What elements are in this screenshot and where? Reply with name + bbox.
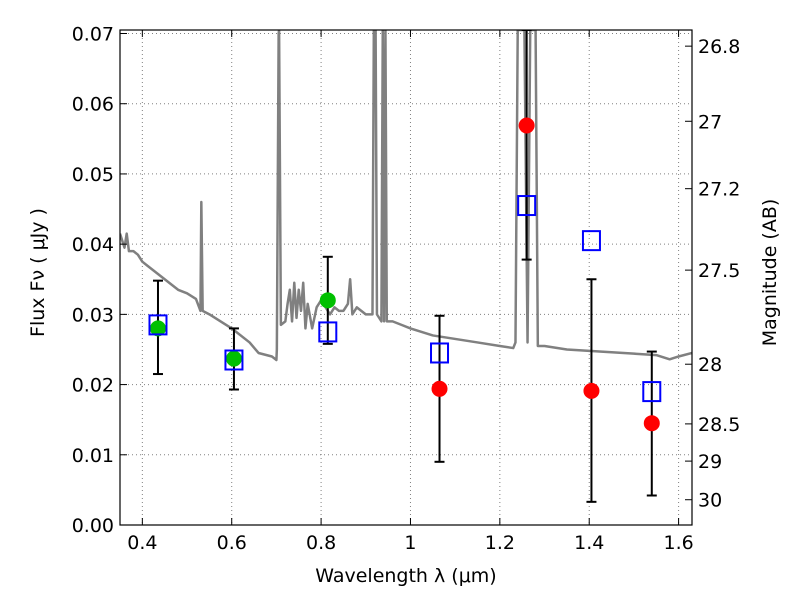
data-point (518, 117, 535, 134)
model-square (318, 321, 338, 343)
right-tick-label: 27 (698, 111, 722, 133)
axis-ticks: 0.4 0.6 0.8 1 1.2 1.4 1.6 0.00 0.01 0.02 0.03 0.04 0… (72, 24, 741, 554)
y-tick-label: 0.02 (72, 375, 114, 397)
y-tick-label: 0.05 (72, 164, 114, 186)
right-tick-label: 30 (698, 490, 722, 512)
plot-area (120, 30, 692, 503)
y-axis-label: Flux Fν ( μJy ) (27, 208, 49, 337)
model-square (642, 381, 662, 403)
x-tick-label: 1.6 (663, 532, 693, 554)
data-point (225, 350, 242, 367)
y-tick-label: 0.00 (72, 515, 114, 537)
right-axis-label: Magnitude (AB) (759, 199, 781, 347)
x-tick-label: 0.6 (217, 532, 247, 554)
data-point (319, 292, 336, 309)
right-tick-label: 26.8 (698, 36, 740, 58)
y-tick-label: 0.03 (72, 304, 114, 326)
model-square (581, 230, 601, 252)
x-tick-label: 1.4 (574, 532, 604, 554)
x-tick-label: 0.8 (306, 532, 336, 554)
data-point (431, 380, 448, 397)
x-tick-label: 1.2 (485, 532, 515, 554)
right-tick-label: 28 (698, 354, 722, 376)
right-tick-label: 29 (698, 451, 722, 473)
grid-lines (120, 30, 692, 526)
plot-frame (119, 29, 693, 526)
y-tick-label: 0.01 (72, 445, 114, 467)
spectrum-line (120, 30, 692, 362)
y-tick-label: 0.06 (72, 94, 114, 116)
right-tick-label: 27.5 (698, 260, 740, 282)
data-point (643, 415, 660, 432)
x-axis-label: Wavelength λ (μm) (315, 565, 496, 587)
model-square (224, 349, 244, 371)
data-point (583, 382, 600, 399)
right-tick-label: 28.5 (698, 414, 740, 436)
y-tick-label: 0.07 (72, 24, 114, 46)
y-tick-label: 0.04 (72, 234, 114, 256)
x-tick-label: 0.4 (127, 532, 157, 554)
model-square (517, 195, 537, 217)
x-tick-label: 1 (404, 532, 416, 554)
model-square (430, 342, 450, 364)
model-square (148, 314, 168, 336)
right-tick-label: 27.2 (698, 179, 740, 201)
